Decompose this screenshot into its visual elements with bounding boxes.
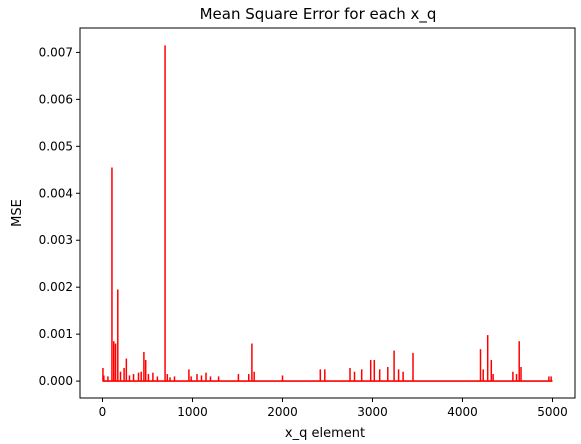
y-tick-label: 0.005 [39,139,73,153]
x-tick-label: 3000 [357,405,388,419]
y-tick-label: 0.002 [39,280,73,294]
x-axis-label: x_q element [285,426,365,441]
y-tick-label: 0.001 [39,327,73,341]
y-axis-label: MSE [10,199,25,227]
y-tick-label: 0.007 [39,45,73,59]
plot-area-frame [79,27,576,399]
x-tick-label: 1000 [177,405,208,419]
x-tick-label: 5000 [537,405,568,419]
chart-title: Mean Square Error for each x_q [200,5,437,24]
y-tick-label: 0.003 [39,233,73,247]
x-tick-label: 2000 [267,405,298,419]
y-tick-label: 0.004 [39,186,73,200]
x-tick-label: 0 [99,405,107,419]
series-layer [102,45,553,382]
x-tick-label: 4000 [447,405,478,419]
y-tick-label: 0.000 [39,374,73,388]
ticks-layer: 0 1000 2000 3000 4000 5000 0.000 0.001 0.002 0.00… [39,45,568,419]
y-tick-label: 0.006 [39,92,73,106]
